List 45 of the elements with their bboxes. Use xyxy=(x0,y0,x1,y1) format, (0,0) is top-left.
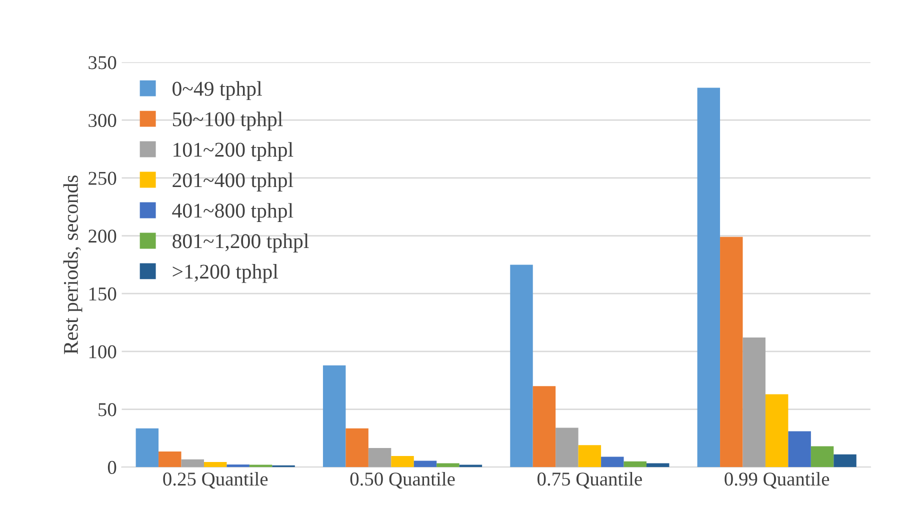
bar xyxy=(510,264,533,468)
bar xyxy=(697,88,720,468)
legend-label: 101~200 tphpl xyxy=(174,142,294,162)
x-tick-label: 0.50 Quantile xyxy=(350,472,455,489)
legend-label: >1,200 tphpl xyxy=(172,264,278,283)
x-tick-label: 0.99 Quantile xyxy=(724,472,830,489)
x-tick-label: 0.25 Quantile xyxy=(163,472,268,489)
y-tick-label: 200 xyxy=(88,230,116,243)
y-tick-label: 100 xyxy=(89,345,116,358)
bar xyxy=(436,463,460,468)
bar xyxy=(136,428,159,468)
bar xyxy=(810,446,834,468)
bar xyxy=(181,459,204,468)
y-tick-label: 150 xyxy=(89,287,116,301)
bar xyxy=(578,445,602,468)
bar xyxy=(646,463,670,468)
y-tick-label: 50 xyxy=(98,403,116,416)
bar xyxy=(391,456,414,468)
y-tick-label: 300 xyxy=(88,114,116,128)
bar xyxy=(834,454,856,468)
legend-label: 50~100 tphpl xyxy=(172,112,283,131)
bar xyxy=(720,236,743,468)
legend-label: 401~800 tphpl xyxy=(172,203,294,222)
bar xyxy=(204,462,227,468)
bar xyxy=(624,461,646,468)
legend-label: 801~1,200 tphpl xyxy=(172,234,309,252)
y-axis-title: Rest periods, seconds xyxy=(63,175,82,354)
bar xyxy=(742,338,766,468)
bar xyxy=(368,448,392,468)
bar xyxy=(788,431,811,468)
x-tick-label: 0.75 Quantile xyxy=(538,472,642,489)
bar xyxy=(414,460,437,468)
bar xyxy=(346,428,368,468)
bar xyxy=(532,386,556,468)
legend-label: 0~49 tphpl xyxy=(172,81,262,100)
bar xyxy=(322,365,346,468)
bar xyxy=(226,464,250,468)
bar xyxy=(556,428,578,468)
y-tick-label: 350 xyxy=(88,56,116,70)
bar xyxy=(158,451,182,468)
bar xyxy=(601,456,624,468)
y-tick-label: 0 xyxy=(108,460,116,474)
legend-label: 201~400 tphpl xyxy=(172,172,294,192)
bar xyxy=(765,394,788,468)
y-tick-label: 250 xyxy=(88,172,116,185)
